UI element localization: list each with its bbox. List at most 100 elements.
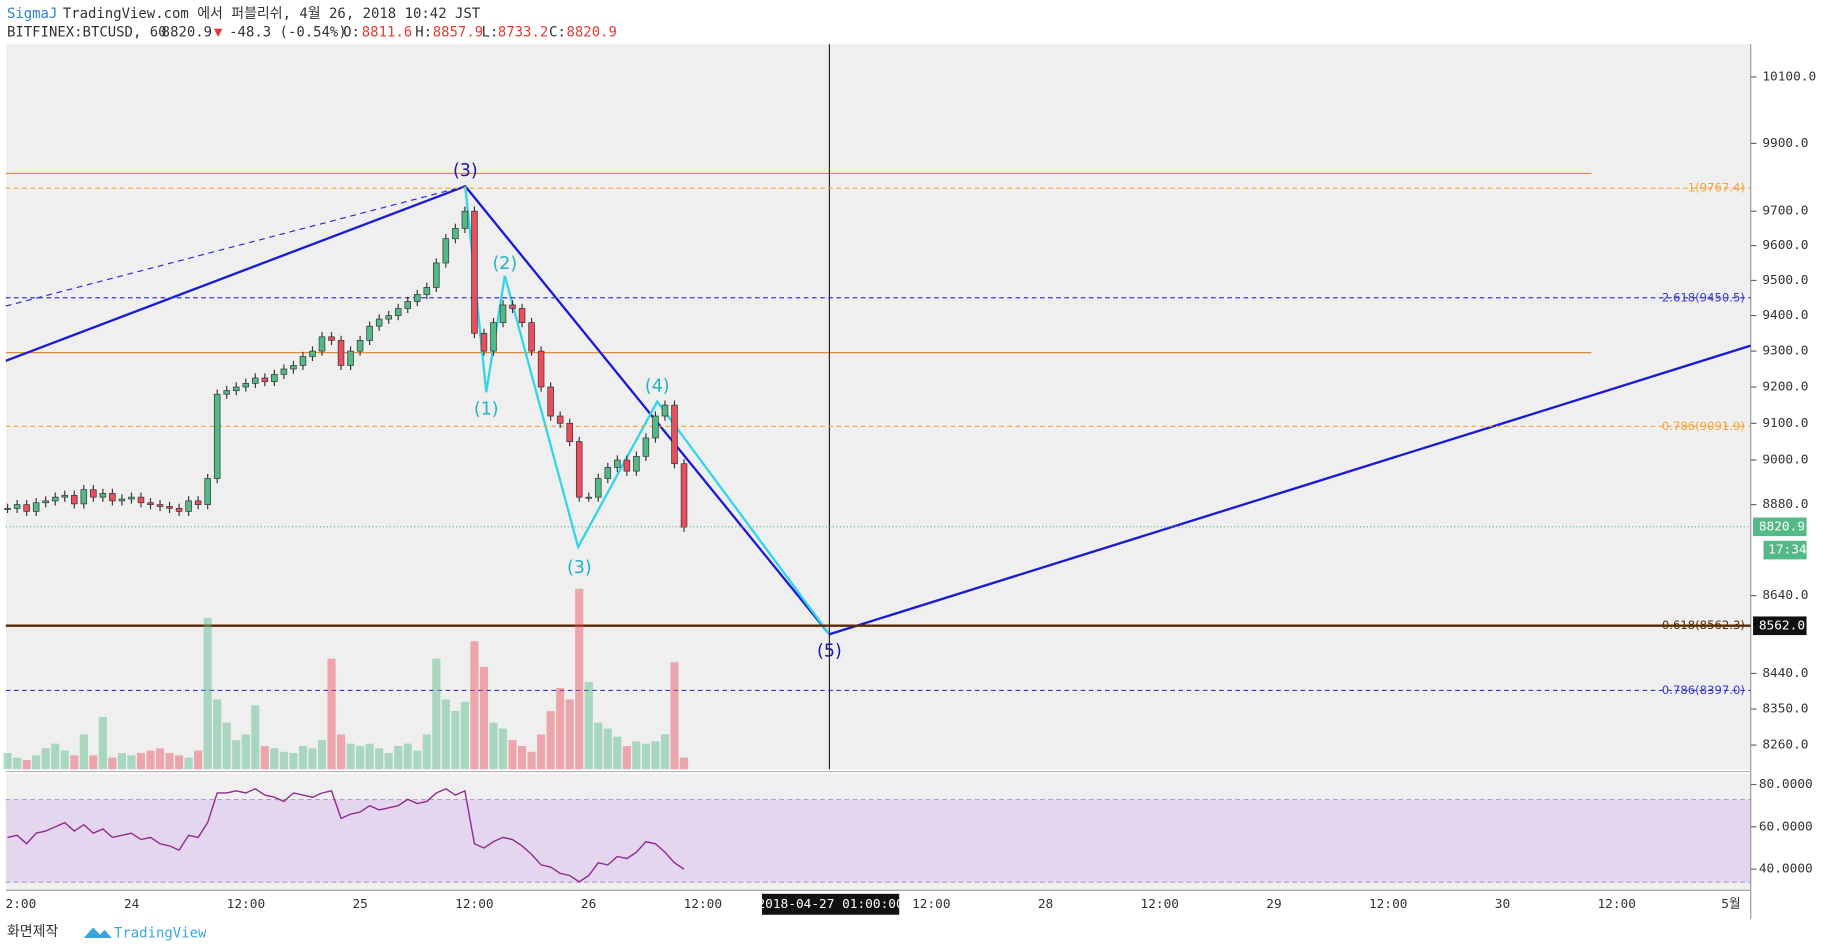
rsi-tick-label: 40.0000 [1759, 862, 1813, 877]
x-tick-label: 12:00 [227, 897, 265, 912]
wave-label: (1) [474, 400, 499, 420]
cursor-price-box [1753, 616, 1807, 636]
volume-bar [70, 755, 79, 770]
volume-bar [432, 658, 441, 770]
candle [509, 304, 516, 309]
candle [471, 210, 478, 334]
volume-bar [98, 716, 107, 770]
rsi-tick-label: 80.0000 [1759, 777, 1813, 792]
volume-bar [660, 734, 670, 770]
candle [156, 504, 164, 507]
y-tick-label: 8350.0 [1762, 702, 1808, 717]
candle [537, 350, 545, 388]
candle [61, 494, 69, 498]
candle [175, 508, 183, 512]
brand[interactable]: TradingView [114, 925, 207, 941]
candle [252, 377, 259, 384]
volume-bar [508, 740, 517, 770]
candle [604, 467, 612, 479]
volume-bar [622, 746, 631, 770]
volume-bar [241, 734, 250, 770]
x-tick-label: 29 [1266, 897, 1281, 912]
volume-bar [22, 759, 31, 770]
candle [595, 478, 602, 498]
volume-bar [127, 755, 136, 770]
volume-bar [546, 711, 555, 770]
candle [42, 500, 49, 504]
trend-line [5, 184, 1752, 636]
candle [671, 404, 678, 465]
volume [3, 588, 689, 770]
last-price-label: 8820.9 [1759, 519, 1805, 534]
volume-bar [441, 699, 450, 770]
x-tick-label: 24 [124, 897, 140, 912]
volume-bar [537, 734, 546, 770]
symbol: BITFINEX:BTCUSD, 60 [7, 25, 167, 41]
x-tick-label: 26 [581, 897, 596, 912]
candle [433, 262, 440, 288]
fib-label: 1(9767.4) [1688, 181, 1745, 195]
candle [680, 463, 688, 528]
volume-bar [403, 743, 412, 770]
x-tick-label: 12:00 [1597, 897, 1635, 912]
volume-bar [108, 757, 117, 770]
volume-bar [317, 740, 327, 770]
volume-bar [346, 743, 355, 770]
volume-bar [556, 687, 565, 770]
c: 8820.9 [567, 25, 617, 41]
rsi-line [7, 787, 685, 883]
volume-bar [498, 728, 508, 770]
y-tick-label: 8640.0 [1762, 588, 1808, 603]
x-tick-label: 30 [1495, 897, 1510, 912]
volume-bar [289, 752, 298, 770]
candle [51, 496, 59, 502]
volume-bar [594, 722, 603, 770]
volume-bar [60, 750, 69, 770]
volume-bar [384, 752, 393, 770]
candle [614, 459, 621, 468]
author: SigmaJ [7, 6, 57, 22]
candle [128, 496, 135, 500]
volume-bar [184, 757, 193, 770]
candle [394, 308, 402, 316]
candle [423, 287, 431, 295]
candle [213, 393, 221, 479]
candle [185, 500, 192, 512]
candle [518, 308, 526, 323]
y-tick-label: 9200.0 [1762, 380, 1808, 395]
x-tick-label: 12:00 [1369, 897, 1407, 912]
l-label: L: [482, 25, 499, 41]
fib-label: 0.618(8562.3) [1662, 618, 1745, 632]
candle [242, 383, 250, 388]
o-label: O: [343, 25, 360, 41]
candle [528, 322, 535, 352]
candle [4, 508, 11, 510]
rsi-tick-label: 60.0000 [1759, 819, 1813, 834]
y-tick-label: 8260.0 [1762, 738, 1808, 753]
symbol-line: BITFINEX:BTCUSD, 60 8820.9 ▼ -48.3 (-0.5… [7, 25, 617, 41]
volume-bar [298, 746, 308, 770]
candle [118, 498, 126, 502]
candle [223, 390, 230, 395]
volume-bar [356, 746, 365, 770]
main-pane [5, 44, 1751, 770]
y-tick-label: 8440.0 [1762, 666, 1808, 681]
candle [556, 415, 564, 424]
candle [318, 336, 326, 352]
y-tick-label: 9600.0 [1762, 238, 1808, 253]
candle [375, 318, 383, 327]
candle [194, 500, 202, 505]
volume-bar [575, 588, 584, 770]
wave-label: (2) [493, 254, 518, 274]
volume-bar [213, 699, 222, 770]
volume-bar [251, 705, 260, 770]
volume-bar [460, 701, 469, 770]
volume-bar [232, 740, 241, 770]
volume-bar [260, 746, 269, 770]
x-tick-label: 12:00 [1141, 897, 1179, 912]
volume-bar [194, 750, 203, 770]
volume-bar [13, 757, 22, 770]
candle [623, 459, 631, 472]
candle [147, 502, 154, 505]
candle [547, 386, 554, 417]
